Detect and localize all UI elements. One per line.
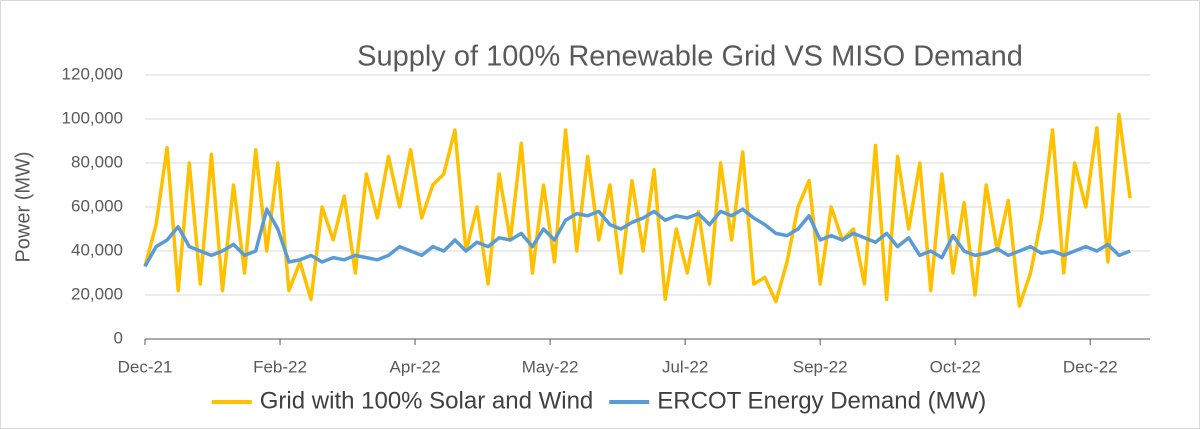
x-tick-label: Dec-21: [118, 357, 173, 376]
legend-label: ERCOT Energy Demand (MW): [657, 387, 986, 414]
y-tick-label: 60,000: [71, 196, 123, 215]
x-tick-label: Jul-22: [662, 357, 708, 376]
x-tick-label: Dec-22: [1063, 357, 1118, 376]
x-tick-label: Oct-22: [930, 357, 981, 376]
y-tick-label: 80,000: [71, 152, 123, 171]
chart-title: Supply of 100% Renewable Grid VS MISO De…: [357, 41, 1023, 73]
x-tick-label: Feb-22: [253, 357, 307, 376]
y-tick-label: 0: [114, 328, 123, 347]
series-line: [143, 207, 1131, 268]
y-tick-label: 120,000: [62, 64, 123, 83]
x-tick-label: Sep-22: [793, 357, 848, 376]
y-axis-label: Power (MW): [12, 151, 34, 262]
x-tick-label: Apr-22: [390, 357, 441, 376]
y-tick-label: 100,000: [62, 108, 123, 127]
y-tick-label: 40,000: [71, 240, 123, 259]
y-tick-label: 20,000: [71, 284, 123, 303]
series-line: [143, 112, 1132, 308]
legend-label: Grid with 100% Solar and Wind: [260, 387, 594, 414]
x-tick-label: May-22: [522, 357, 579, 376]
